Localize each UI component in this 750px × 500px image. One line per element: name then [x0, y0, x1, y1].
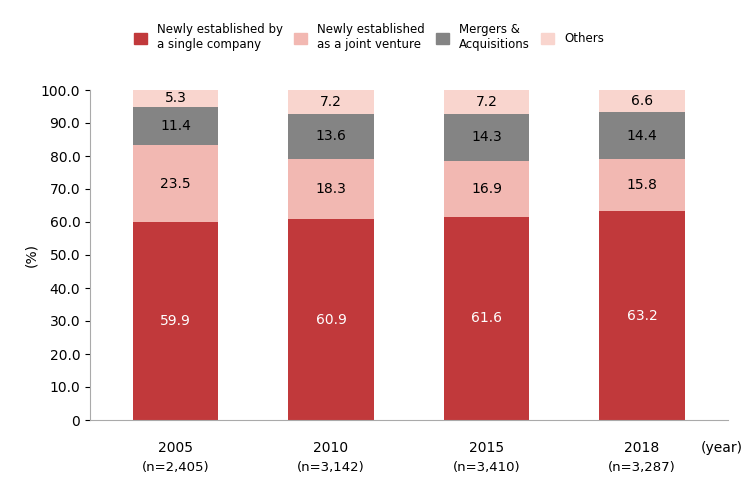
Text: 23.5: 23.5 — [160, 176, 190, 190]
Text: (n=3,410): (n=3,410) — [453, 461, 520, 474]
Bar — [288, 114, 374, 158]
Text: (n=3,287): (n=3,287) — [608, 461, 676, 474]
Text: 60.9: 60.9 — [316, 312, 346, 326]
Text: 15.8: 15.8 — [626, 178, 658, 192]
Text: 11.4: 11.4 — [160, 119, 191, 133]
Text: 5.3: 5.3 — [164, 92, 187, 106]
Text: 13.6: 13.6 — [316, 129, 346, 143]
Text: (n=2,405): (n=2,405) — [142, 461, 209, 474]
Bar — [133, 222, 218, 420]
Legend: Newly established by
a single company, Newly established
as a joint venture, Mer: Newly established by a single company, N… — [134, 24, 604, 52]
Text: 6.6: 6.6 — [631, 94, 653, 108]
Text: 14.3: 14.3 — [471, 130, 502, 144]
Bar — [599, 90, 685, 112]
Text: 2018: 2018 — [624, 442, 659, 456]
Bar — [133, 145, 218, 222]
Text: 16.9: 16.9 — [471, 182, 502, 196]
Bar — [288, 158, 374, 219]
Bar — [599, 112, 685, 160]
Text: (year): (year) — [701, 442, 743, 456]
Text: 18.3: 18.3 — [316, 182, 346, 196]
Text: (n=3,142): (n=3,142) — [297, 461, 365, 474]
Bar — [444, 161, 530, 216]
Bar — [288, 90, 374, 114]
Bar — [444, 216, 530, 420]
Text: 59.9: 59.9 — [160, 314, 191, 328]
Text: 61.6: 61.6 — [471, 312, 502, 326]
Text: 2015: 2015 — [469, 442, 504, 456]
Bar — [288, 219, 374, 420]
Bar — [444, 114, 530, 161]
Text: 2010: 2010 — [314, 442, 349, 456]
Bar — [599, 160, 685, 212]
Text: 63.2: 63.2 — [626, 308, 657, 322]
Text: 14.4: 14.4 — [626, 128, 657, 142]
Y-axis label: (%): (%) — [24, 243, 38, 267]
Bar — [599, 212, 685, 420]
Bar — [133, 107, 218, 145]
Text: 2005: 2005 — [158, 442, 193, 456]
Text: 7.2: 7.2 — [320, 95, 342, 109]
Bar — [133, 90, 218, 107]
Bar — [444, 90, 530, 114]
Text: 7.2: 7.2 — [476, 95, 497, 109]
